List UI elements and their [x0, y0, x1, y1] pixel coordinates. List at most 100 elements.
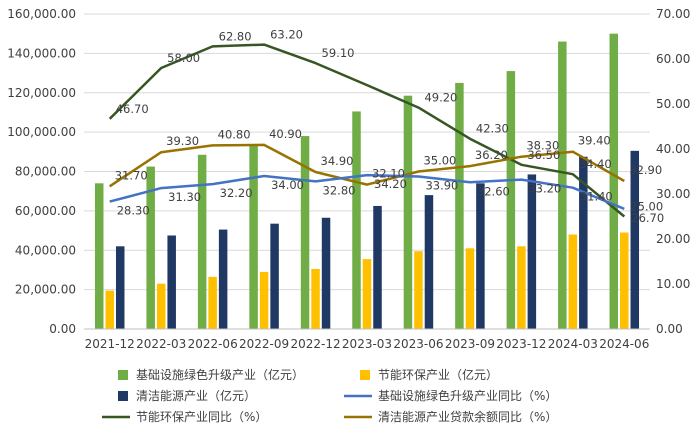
- data-label: 31.30: [168, 190, 201, 204]
- y-left-tick-label: 40,000.00: [15, 243, 76, 257]
- data-label: 40.90: [269, 127, 302, 141]
- legend-swatch: [118, 370, 128, 380]
- data-label: 38.30: [526, 139, 559, 153]
- x-tick-label: 2022-03: [136, 337, 186, 351]
- y-right-tick-label: 70.00: [656, 7, 690, 21]
- data-label: 32.60: [477, 184, 510, 198]
- bar: [115, 246, 125, 329]
- y-left-tick-label: 140,000.00: [7, 46, 76, 60]
- legend-label: 基础设施绿色升级产业（亿元）: [136, 367, 304, 382]
- bar: [568, 234, 578, 329]
- y-right-tick-label: 50.00: [656, 97, 690, 111]
- bar: [609, 33, 619, 329]
- data-label: 25.00: [630, 200, 663, 214]
- bar: [156, 283, 166, 329]
- data-label: 58.00: [167, 51, 200, 65]
- y-left-tick-label: 100,000.00: [7, 125, 76, 139]
- data-label: 34.00: [271, 178, 304, 192]
- x-tick-label: 2022-06: [188, 337, 238, 351]
- x-tick-label: 2024-03: [548, 337, 598, 351]
- bar: [414, 251, 423, 329]
- bar: [208, 276, 217, 329]
- data-label: 59.10: [322, 46, 355, 60]
- data-label: 28.30: [117, 204, 150, 218]
- x-tick-label: 2022-12: [290, 337, 340, 351]
- y-left-tick-label: 160,000.00: [7, 7, 76, 21]
- data-label: 35.00: [423, 154, 456, 168]
- x-tick-label: 2021-12: [85, 337, 135, 351]
- bar: [362, 259, 372, 329]
- legend: 基础设施绿色升级产业（亿元） 节能环保产业（亿元） 清洁能源产业（亿元） 基础设施绿色…: [102, 367, 557, 424]
- bar: [259, 271, 269, 329]
- legend-swatch: [360, 370, 370, 380]
- data-label: 36.50: [527, 148, 560, 162]
- series-line: [109, 143, 625, 188]
- legend-label: 基础设施绿色升级产业同比（%）: [378, 388, 557, 403]
- data-label: 39.40: [578, 134, 611, 148]
- data-label: 32.10: [372, 167, 405, 181]
- data-label: 26.70: [631, 211, 664, 225]
- x-tick-label: 2023-06: [393, 337, 443, 351]
- bar: [270, 223, 279, 329]
- bar: [94, 183, 104, 329]
- data-label: 34.20: [374, 177, 407, 191]
- series-line: [109, 173, 625, 211]
- data-label: 31.40: [580, 190, 613, 204]
- y-right-tick-label: 40.00: [656, 142, 690, 156]
- x-tick-label: 2023-03: [342, 337, 392, 351]
- bar: [506, 71, 516, 329]
- legend-label: 清洁能源产业（亿元）: [136, 388, 256, 403]
- bar: [197, 154, 207, 329]
- y-right-tick-label: 10.00: [656, 277, 690, 291]
- bar: [218, 229, 228, 329]
- bar: [105, 290, 114, 329]
- x-tick-label: 2024-06: [599, 337, 649, 351]
- legend-label: 清洁能源产业贷款余额同比（%）: [378, 409, 557, 424]
- data-label: 63.20: [270, 28, 303, 42]
- bar: [424, 195, 434, 329]
- bar: [311, 268, 320, 329]
- data-label: 34.40: [579, 157, 612, 171]
- x-tick-label: 2022-09: [239, 337, 289, 351]
- data-label: 34.90: [321, 154, 354, 168]
- y-right-tick-label: 0.00: [656, 322, 683, 336]
- data-label: 62.80: [219, 29, 252, 43]
- bar: [476, 183, 485, 329]
- bar: [321, 217, 331, 329]
- data-labels: 28.30 31.30 32.20 34.00 32.80 34.20 33.90 32.60…: [115, 28, 664, 225]
- x-tick-label: 2023-09: [445, 337, 495, 351]
- bar: [249, 144, 258, 329]
- bar: [167, 235, 176, 329]
- y-left-tick-label: 0.00: [49, 322, 76, 336]
- legend-swatch: [118, 391, 128, 401]
- y-right-tick-label: 60.00: [656, 52, 690, 66]
- bar: [527, 174, 537, 329]
- y-left-tick-label: 60,000.00: [15, 204, 76, 218]
- line-marks: [108, 43, 626, 218]
- x-tick-label: 2023-12: [496, 337, 546, 351]
- data-label: 31.70: [115, 168, 148, 182]
- data-label: 40.80: [218, 127, 251, 141]
- data-label: 46.70: [116, 102, 149, 116]
- data-label: 49.20: [424, 91, 457, 105]
- bar: [403, 95, 413, 329]
- data-label: 32.20: [220, 186, 253, 200]
- bar: [630, 150, 640, 329]
- y-left-tick-label: 80,000.00: [15, 165, 76, 179]
- bar: [620, 232, 629, 329]
- data-label: 33.90: [425, 178, 458, 192]
- y-left-tick-label: 120,000.00: [7, 86, 76, 100]
- bar: [352, 111, 361, 329]
- bar: [373, 205, 382, 329]
- data-label: 33.20: [528, 182, 561, 196]
- bar: [146, 166, 155, 329]
- y-right-tick-label: 30.00: [656, 187, 690, 201]
- data-label: 32.90: [629, 163, 662, 177]
- bar: [300, 136, 310, 329]
- bar: [465, 248, 475, 329]
- grid-lines: [84, 13, 650, 291]
- bar: [579, 156, 588, 329]
- bar: [455, 82, 464, 329]
- data-label: 32.80: [323, 183, 356, 197]
- bar: [517, 246, 526, 329]
